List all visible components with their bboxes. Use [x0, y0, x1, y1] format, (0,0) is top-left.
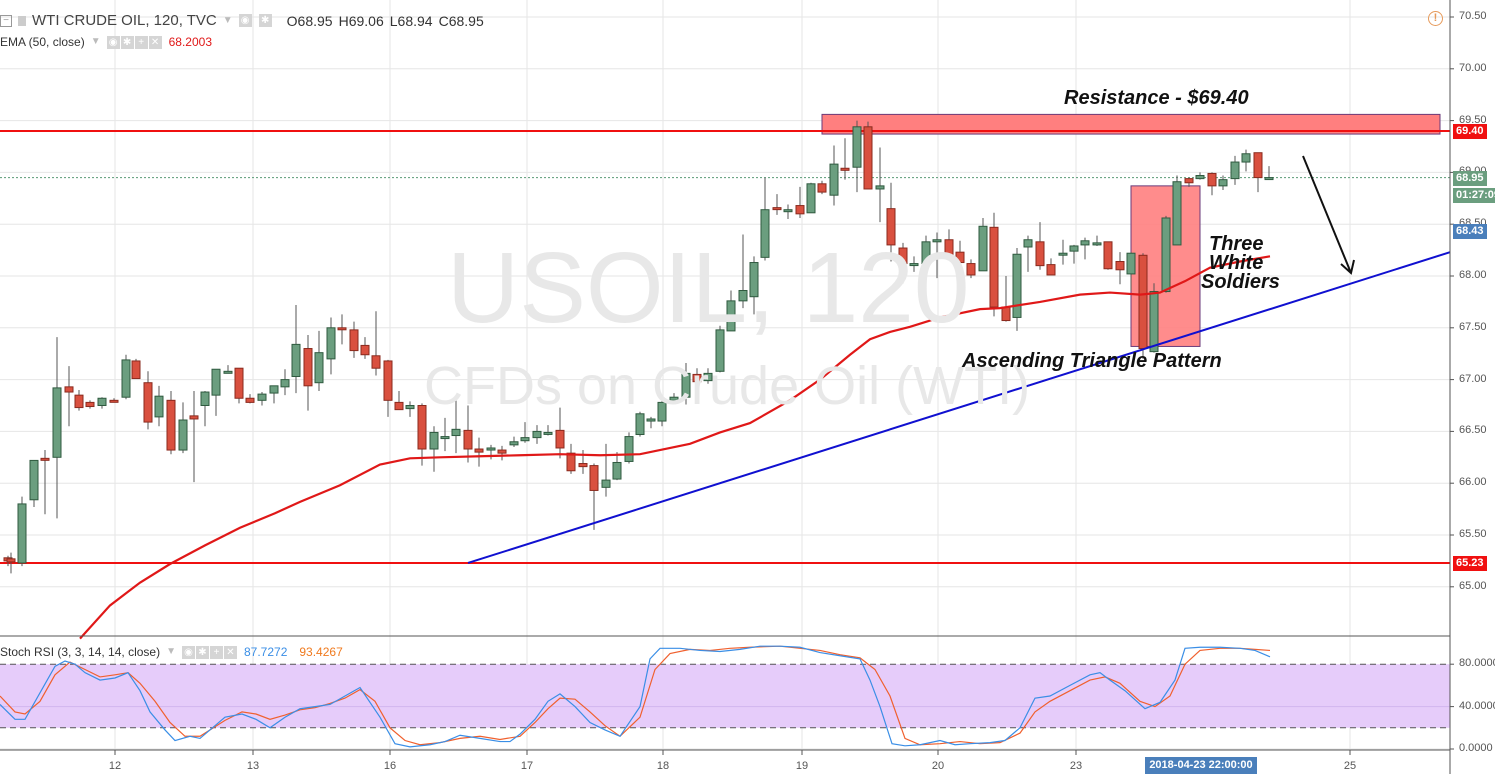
time-axis-label: 25: [1343, 760, 1357, 772]
plus-icon[interactable]: +: [134, 36, 148, 49]
price-axis-label: 67.50: [1459, 320, 1487, 333]
stoch-rsi-lines: [0, 645, 1271, 748]
axes: [0, 0, 1454, 774]
price-tag: 69.40: [1453, 124, 1487, 139]
price-axis-label: 65.50: [1459, 528, 1487, 540]
main-legend: − WTI CRUDE OIL, 120, TVC ▼ ◉ ✱ O68.95 H6…: [0, 12, 484, 29]
time-axis-label: 19: [795, 760, 809, 772]
ema-label[interactable]: EMA (50, close): [0, 34, 85, 49]
horizontal-levels: [0, 129, 1450, 564]
price-axis-label: 70.50: [1459, 10, 1487, 22]
price-tag: 65.23: [1453, 556, 1487, 571]
chevron-down-icon[interactable]: ▼: [90, 36, 101, 47]
price-axis-label: 69.50: [1459, 113, 1487, 126]
collapse-icon[interactable]: −: [0, 14, 12, 27]
stoch-axis-label: 40.0000: [1459, 699, 1495, 712]
gear-icon[interactable]: ✱: [120, 36, 134, 49]
time-axis-label: 23: [1069, 760, 1083, 772]
stoch-d-value: 93.4267: [299, 644, 343, 659]
stoch-k-value: 87.7272: [243, 644, 288, 659]
eye-icon[interactable]: ◉: [106, 36, 120, 49]
close-icon[interactable]: ✕: [148, 36, 162, 49]
plus-icon[interactable]: +: [209, 646, 223, 659]
stoch-legend: Stoch RSI (3, 3, 14, 14, close) ▼ ◉ ✱ + ✕ 8…: [0, 644, 343, 659]
time-axis-label: 12: [108, 760, 122, 772]
price-axis-label: 66.00: [1459, 476, 1487, 489]
ema-50-line: [79, 255, 1271, 640]
warning-icon[interactable]: !: [1428, 11, 1443, 26]
time-axis-label: 20: [931, 760, 945, 772]
annotation-three-white-soldiers: Three White Soldiers: [1201, 233, 1280, 293]
stoch-rsi-band: [0, 663, 1450, 729]
annotation-resistance: Resistance - $69.40: [1064, 87, 1249, 109]
down-arrow-drawing: [1302, 155, 1355, 275]
high-value: H69.06: [338, 12, 384, 29]
candlestick-series: [3, 120, 1274, 574]
time-axis-label: 18: [656, 760, 670, 772]
price-tag: 01:27:09: [1453, 188, 1495, 203]
flag-icon[interactable]: [18, 15, 26, 26]
price-axis-label: 65.00: [1459, 579, 1487, 592]
stoch-label[interactable]: Stoch RSI (3, 3, 14, 14, close): [0, 644, 161, 659]
low-value: L68.94: [389, 12, 433, 29]
open-value: O68.95: [286, 12, 333, 29]
gear-icon[interactable]: ✱: [195, 646, 209, 659]
watermark-description: CFDs on Crude Oil (WTI): [424, 356, 1031, 416]
chevron-down-icon[interactable]: ▼: [222, 15, 233, 26]
gear-icon[interactable]: ✱: [258, 14, 272, 27]
stoch-axis-label: 0.0000: [1459, 742, 1493, 754]
ascending-trendline: [467, 251, 1451, 564]
price-axis-label: 70.00: [1459, 61, 1487, 74]
time-axis-label: 17: [520, 760, 534, 772]
price-axis-label: 66.50: [1459, 424, 1487, 437]
annotation-ascending-triangle: Ascending Triangle Pattern: [962, 350, 1222, 372]
close-value: C68.95: [438, 12, 484, 29]
eye-icon[interactable]: ◉: [181, 646, 195, 659]
resistance-zone: [821, 113, 1441, 135]
time-axis-label: 16: [383, 760, 397, 772]
ema-value: 68.2003: [168, 34, 212, 49]
stoch-axis-label: 80.0000: [1459, 657, 1495, 670]
watermark-symbol: USOIL, 120: [447, 232, 970, 344]
time-cursor-label: 2018-04-23 22:00:00: [1145, 757, 1257, 774]
close-icon[interactable]: ✕: [223, 646, 237, 659]
price-tag: 68.43: [1453, 224, 1487, 239]
chevron-down-icon[interactable]: ▼: [166, 646, 176, 657]
eye-icon[interactable]: ◉: [238, 14, 252, 27]
time-axis-label: 13: [246, 760, 260, 772]
price-axis-label: 67.00: [1459, 372, 1487, 385]
price-axis-label: 68.00: [1459, 269, 1487, 281]
ema-legend: EMA (50, close) ▼ ◉ ✱ + ✕ 68.2003: [0, 34, 212, 49]
symbol-title[interactable]: WTI CRUDE OIL, 120, TVC: [32, 12, 217, 29]
price-tag: 68.95: [1453, 171, 1487, 186]
